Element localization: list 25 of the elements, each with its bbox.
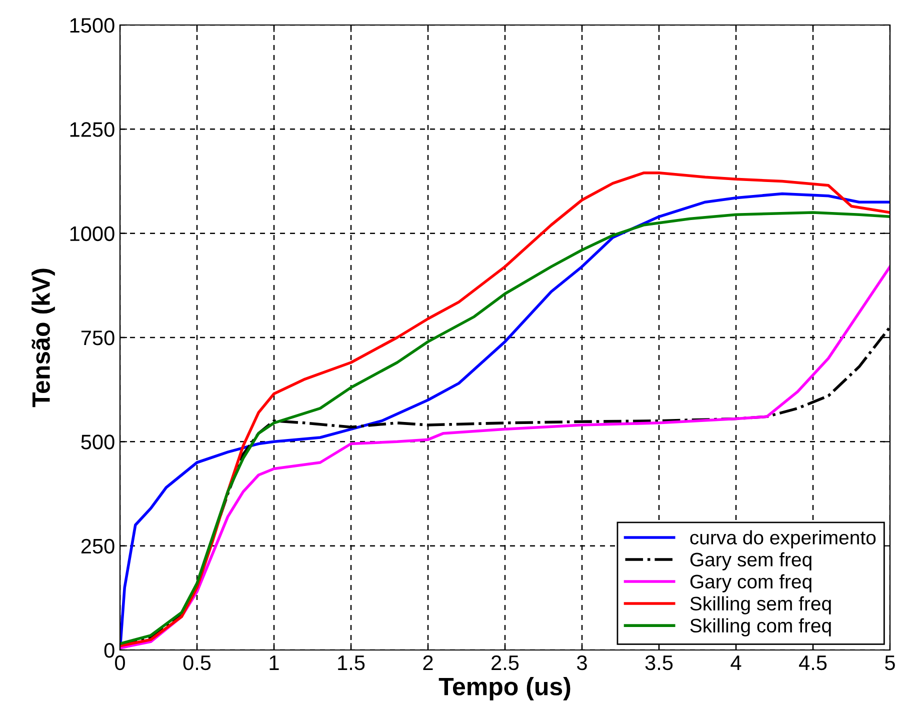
x-tick-label: 1 [270,656,279,670]
x-tick-label: 1.5 [338,656,365,670]
legend-label: Skilling sem freq [690,596,831,614]
legend-label: Gary com freq [690,574,812,592]
x-tick-label: 2 [423,655,433,670]
y-tick-label: 500 [81,434,114,450]
x-tick-label: 4.5 [799,656,827,670]
y-tick-label: 750 [81,330,114,346]
x-tick-label: 3 [577,655,587,670]
y-tick-label: 1500 [70,18,114,33]
x-tick-label: 5 [885,656,895,670]
y-tick-label: 0 [104,643,114,658]
x-tick-label: 0 [115,655,125,670]
x-tick-label: 3.5 [645,655,673,670]
y-axis-title: Tensão (kV) [32,268,55,408]
x-tick-label: 0.5 [183,655,211,670]
y-tick-label: 250 [81,538,114,554]
x-axis-title: Tempo (us) [438,677,570,700]
legend-label: curva do experimento [690,530,876,548]
y-tick-label: 1000 [70,226,114,242]
y-tick-label: 1250 [70,122,114,137]
legend-label: Gary sem freq [690,552,812,570]
legend-label: Skilling com freq [690,618,831,636]
x-tick-label: 4 [730,656,742,670]
x-tick-label: 2.5 [492,655,519,670]
